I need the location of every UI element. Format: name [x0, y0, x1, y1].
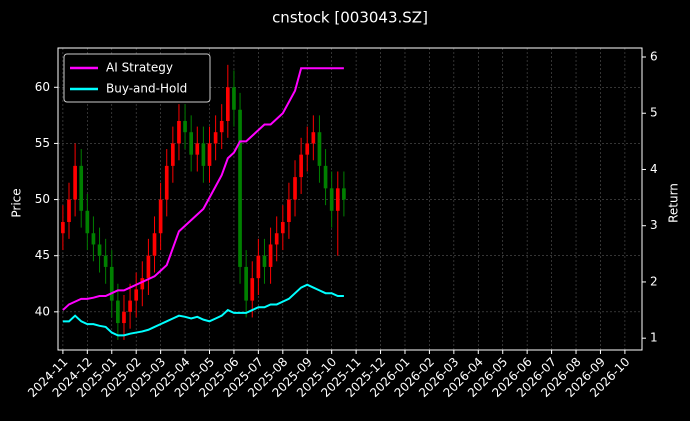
candle-body: [317, 132, 322, 166]
candle-body: [128, 300, 132, 312]
candle-body: [305, 143, 310, 155]
candle-body: [299, 154, 303, 178]
candle-body: [329, 188, 334, 211]
y-tick-label: 60: [35, 80, 50, 94]
y2-tick-label: 2: [650, 274, 658, 288]
candle-body: [140, 278, 145, 290]
return-line: [62, 283, 344, 337]
candle-body: [213, 132, 218, 144]
y-tick-label: 40: [35, 304, 50, 318]
candle-body: [219, 120, 224, 133]
candle-body: [171, 143, 175, 166]
candle-body: [85, 210, 90, 234]
candle-body: [195, 143, 200, 155]
y-tick-label: 55: [35, 136, 50, 150]
candle-body: [311, 132, 316, 144]
candle-body: [225, 87, 230, 121]
y-tick-label: 45: [35, 248, 50, 262]
candle-body: [61, 222, 65, 234]
chart-title: cnstock [003043.SZ]: [272, 9, 428, 27]
candle-body: [164, 165, 169, 200]
candle-body: [103, 255, 108, 267]
candle-body: [342, 188, 346, 200]
y2-tick-label: 3: [650, 218, 658, 232]
candle-body: [158, 199, 163, 234]
y2-tick-label: 4: [650, 162, 658, 176]
candle-body: [79, 165, 84, 211]
candle-body: [293, 177, 297, 200]
candle-body: [287, 199, 291, 223]
candle-body: [97, 244, 102, 256]
candle-body: [177, 120, 181, 144]
candle-body: [73, 165, 77, 200]
candle-body: [152, 233, 157, 256]
plot-frame: [57, 47, 643, 351]
y2-axis-label: Return: [667, 183, 681, 223]
candle-body: [134, 289, 139, 301]
candle-body: [280, 222, 285, 234]
candle-body: [250, 278, 255, 301]
return-line: [62, 67, 344, 311]
y2-tick-label: 1: [650, 331, 658, 345]
candle-body: [146, 255, 151, 279]
candle-body: [335, 188, 340, 211]
candle-body: [189, 132, 194, 155]
legend-box: [63, 53, 211, 103]
candle-body: [91, 233, 96, 245]
candle-body: [323, 165, 328, 189]
candle-body: [201, 143, 206, 166]
candle-body: [268, 244, 273, 267]
candle-body: [244, 266, 248, 301]
y-axis-label: Price: [10, 188, 24, 217]
y-tick-label: 50: [35, 192, 50, 206]
candle-body: [232, 87, 236, 110]
candle-body: [274, 233, 279, 245]
y2-tick-label: 6: [650, 49, 658, 63]
candle-body: [256, 255, 261, 279]
candle-body: [262, 255, 267, 267]
candle-body: [238, 109, 242, 267]
candle-body: [207, 143, 212, 166]
candle-body: [67, 199, 71, 223]
candle-body: [116, 300, 120, 324]
candle-body: [109, 266, 114, 301]
legend-label: AI Strategy: [106, 61, 173, 75]
legend-label: Buy-and-Hold: [106, 82, 187, 96]
y2-tick-label: 5: [650, 106, 658, 120]
candle-body: [122, 311, 126, 324]
candle-body: [183, 120, 187, 133]
